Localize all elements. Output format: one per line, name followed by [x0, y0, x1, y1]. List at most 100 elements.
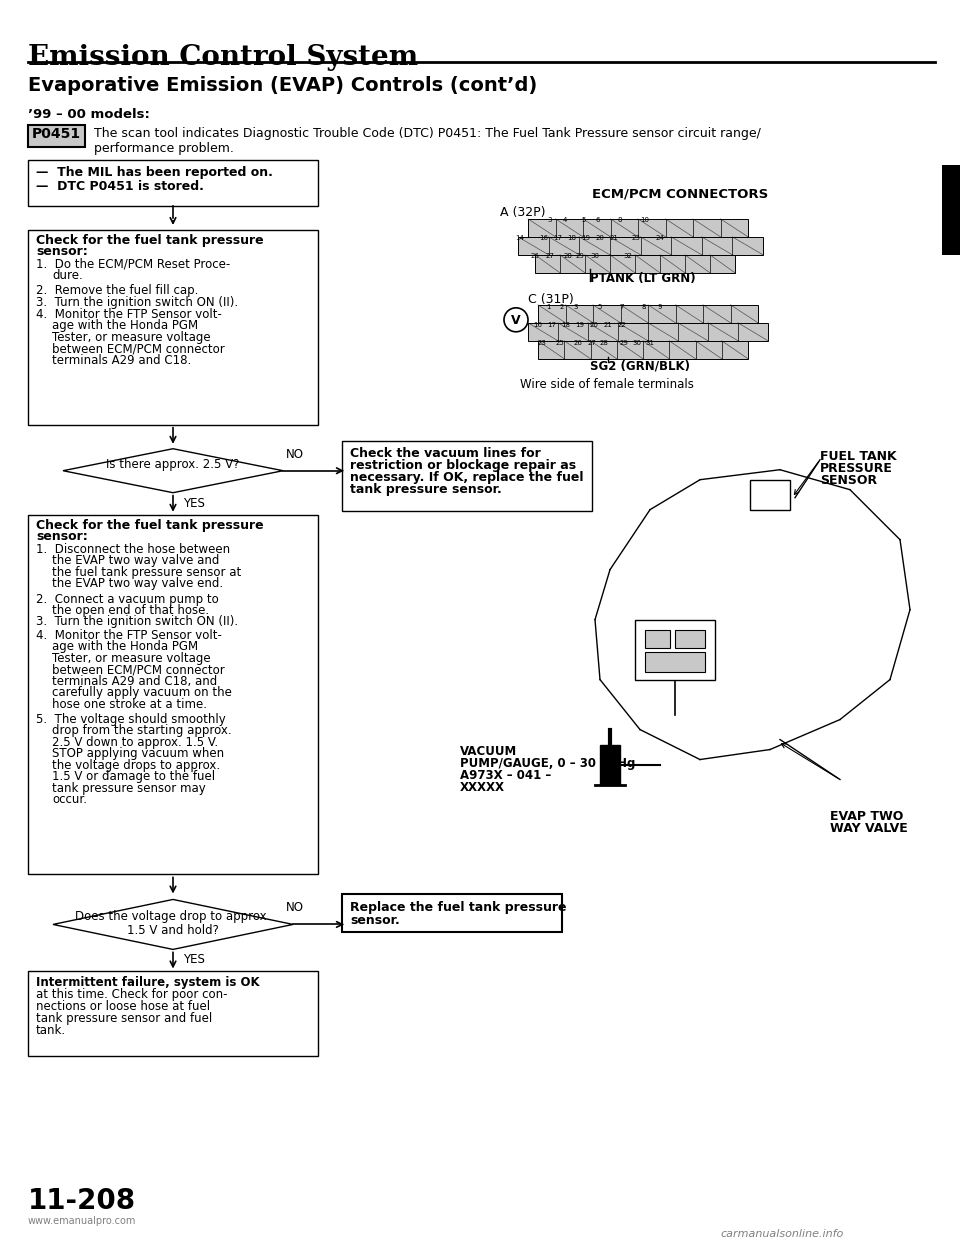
Text: 2.  Remove the fuel fill cap.: 2. Remove the fuel fill cap.: [36, 284, 199, 297]
Text: NO: NO: [286, 902, 304, 914]
Text: sensor.: sensor.: [350, 914, 399, 928]
Text: Check the vacuum lines for: Check the vacuum lines for: [350, 447, 540, 460]
Text: 2.5 V down to approx. 1.5 V.: 2.5 V down to approx. 1.5 V.: [52, 735, 218, 749]
Text: 1.5 V or damage to the fuel: 1.5 V or damage to the fuel: [52, 770, 215, 782]
Bar: [645, 652, 705, 672]
Text: 21: 21: [610, 235, 618, 241]
Text: Evaporative Emission (EVAP) Controls (cont’d): Evaporative Emission (EVAP) Controls (co…: [28, 76, 538, 94]
Text: terminals A29 and C18, and: terminals A29 and C18, and: [52, 674, 217, 688]
Text: 1.5 V and hold?: 1.5 V and hold?: [127, 924, 219, 936]
Text: —  The MIL has been reported on.: — The MIL has been reported on.: [36, 166, 273, 179]
Text: 8: 8: [641, 304, 646, 309]
Bar: [645, 630, 670, 647]
Text: 22: 22: [617, 322, 626, 328]
Text: 8: 8: [617, 217, 622, 222]
Text: 14: 14: [516, 235, 524, 241]
Bar: [28, 125, 85, 147]
Text: 4: 4: [563, 217, 567, 222]
Text: ECM/PCM CONNECTORS: ECM/PCM CONNECTORS: [592, 188, 768, 201]
Text: nections or loose hose at fuel: nections or loose hose at fuel: [36, 1000, 210, 1013]
Text: Tester, or measure voltage: Tester, or measure voltage: [52, 330, 210, 344]
Text: 3: 3: [574, 304, 578, 309]
Text: tank pressure sensor may: tank pressure sensor may: [52, 781, 205, 795]
Polygon shape: [63, 448, 283, 493]
Text: 29: 29: [576, 253, 585, 258]
Text: 31: 31: [645, 340, 655, 345]
Text: 23: 23: [538, 340, 546, 345]
Text: 5: 5: [582, 217, 587, 222]
Text: Is there approx. 2.5 V?: Is there approx. 2.5 V?: [107, 458, 240, 471]
Text: YES: YES: [183, 497, 204, 509]
Text: 3.  Turn the ignition switch ON (II).: 3. Turn the ignition switch ON (II).: [36, 296, 238, 309]
Text: Wire side of female terminals: Wire side of female terminals: [520, 378, 694, 391]
Text: age with the Honda PGM: age with the Honda PGM: [52, 640, 198, 653]
Text: 24: 24: [656, 235, 664, 241]
Text: 9: 9: [658, 304, 662, 309]
Text: FUEL TANK: FUEL TANK: [820, 450, 897, 463]
Text: 6: 6: [596, 217, 600, 222]
Text: 28: 28: [600, 340, 609, 345]
Bar: [942, 165, 960, 255]
Text: 2: 2: [560, 304, 564, 309]
Bar: [28, 160, 318, 206]
Text: SENSOR: SENSOR: [820, 473, 877, 487]
Text: tank.: tank.: [36, 1025, 66, 1037]
Text: performance problem.: performance problem.: [94, 142, 234, 155]
Text: 19: 19: [582, 235, 590, 241]
Text: the fuel tank pressure sensor at: the fuel tank pressure sensor at: [52, 565, 241, 579]
Text: NO: NO: [286, 447, 304, 461]
Bar: [528, 219, 748, 237]
Text: Does the voltage drop to approx.: Does the voltage drop to approx.: [75, 910, 271, 923]
Text: 1.  Disconnect the hose between: 1. Disconnect the hose between: [36, 543, 230, 555]
Text: between ECM/PCM connector: between ECM/PCM connector: [52, 663, 225, 676]
Bar: [28, 514, 318, 874]
Text: sensor:: sensor:: [36, 245, 87, 258]
Text: P0451: P0451: [32, 127, 81, 140]
Text: 30: 30: [590, 253, 599, 258]
Polygon shape: [53, 899, 293, 949]
Text: 7: 7: [620, 304, 624, 309]
Bar: [28, 971, 318, 1057]
Bar: [342, 894, 562, 933]
Text: 20: 20: [589, 322, 598, 328]
Text: at this time. Check for poor con-: at this time. Check for poor con-: [36, 989, 228, 1001]
Text: occur.: occur.: [52, 792, 87, 806]
Text: 11-208: 11-208: [28, 1187, 136, 1215]
Text: 26: 26: [531, 253, 540, 258]
Text: 19: 19: [575, 322, 585, 328]
Text: drop from the starting approx.: drop from the starting approx.: [52, 724, 231, 737]
Text: terminals A29 and C18.: terminals A29 and C18.: [52, 354, 191, 366]
Text: 1: 1: [545, 304, 550, 309]
Text: 23: 23: [632, 235, 640, 241]
Text: 5.  The voltage should smoothly: 5. The voltage should smoothly: [36, 713, 226, 725]
Text: carmanualsonline.info: carmanualsonline.info: [720, 1230, 843, 1240]
Bar: [518, 237, 763, 255]
Text: the voltage drops to approx.: the voltage drops to approx.: [52, 759, 220, 771]
Text: dure.: dure.: [52, 270, 83, 282]
Text: ’99 – 00 models:: ’99 – 00 models:: [28, 108, 150, 120]
Text: tank pressure sensor and fuel: tank pressure sensor and fuel: [36, 1012, 212, 1026]
Text: SG2 (GRN/BLK): SG2 (GRN/BLK): [590, 360, 690, 373]
Text: between ECM/PCM connector: between ECM/PCM connector: [52, 343, 225, 355]
Bar: [528, 323, 768, 340]
Text: YES: YES: [183, 954, 204, 966]
Text: age with the Honda PGM: age with the Honda PGM: [52, 319, 198, 333]
Text: 3: 3: [548, 217, 552, 222]
Text: 27: 27: [545, 253, 555, 258]
Text: C (31P): C (31P): [528, 293, 574, 306]
Bar: [600, 744, 620, 785]
Text: 21: 21: [604, 322, 612, 328]
Text: 26: 26: [573, 340, 583, 345]
Text: 29: 29: [619, 340, 629, 345]
Text: Emission Control System: Emission Control System: [28, 43, 419, 71]
Bar: [635, 620, 715, 679]
Text: 3.  Turn the ignition switch ON (II).: 3. Turn the ignition switch ON (II).: [36, 615, 238, 627]
Text: A973X – 041 –: A973X – 041 –: [460, 769, 551, 781]
Text: the EVAP two way valve and: the EVAP two way valve and: [52, 554, 220, 568]
Text: hose one stroke at a time.: hose one stroke at a time.: [52, 698, 207, 710]
Text: 4.  Monitor the FTP Sensor volt-: 4. Monitor the FTP Sensor volt-: [36, 308, 222, 320]
Text: Replace the fuel tank pressure: Replace the fuel tank pressure: [350, 902, 566, 914]
Text: XXXXX: XXXXX: [460, 780, 505, 794]
Text: A (32P): A (32P): [500, 206, 545, 219]
Text: PUMP/GAUGE, 0 – 30 in.Hg: PUMP/GAUGE, 0 – 30 in.Hg: [460, 756, 636, 770]
